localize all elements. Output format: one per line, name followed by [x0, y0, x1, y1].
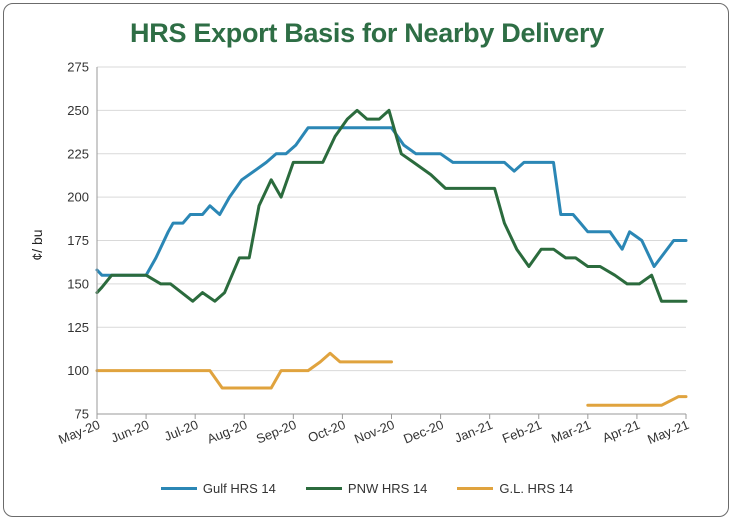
y-tick-label: 150 — [67, 276, 89, 291]
series-line-gulf — [95, 126, 688, 277]
series-lines — [95, 108, 688, 407]
x-tick-label: Sep-20 — [254, 417, 298, 447]
y-tick-label: 75 — [75, 407, 89, 422]
legend-item-gulf: Gulf HRS 14 — [160, 481, 276, 496]
legend-item-pnw: PNW HRS 14 — [305, 481, 428, 496]
legend-label-pnw: PNW HRS 14 — [347, 481, 428, 496]
y-tick-label: 275 — [67, 60, 89, 75]
x-tick-label: Jun-20 — [109, 417, 151, 446]
series-line-gl-1 — [95, 351, 393, 390]
y-tick-label: 100 — [67, 363, 89, 378]
series-line-gl-2 — [586, 395, 688, 407]
y-tick-label: 125 — [67, 320, 89, 335]
y-tick-label: 250 — [67, 103, 89, 118]
legend: Gulf HRS 14 PNW HRS 14 G.L. HRS 14 — [0, 481, 734, 496]
legend-item-gl: G.L. HRS 14 — [457, 481, 573, 496]
series-line-pnw — [95, 108, 688, 303]
x-tick-label: Nov-20 — [352, 417, 396, 447]
chart-title: HRS Export Basis for Nearby Delivery — [130, 18, 604, 48]
x-tick-label: Mar-21 — [549, 417, 593, 446]
x-tick-label: Oct-20 — [306, 417, 348, 446]
x-tick-label: May-21 — [645, 417, 691, 447]
legend-swatch-pnw — [305, 487, 342, 490]
x-tick-label: Aug-20 — [205, 417, 249, 447]
legend-label-gulf: Gulf HRS 14 — [202, 481, 276, 496]
chart-frame — [3, 3, 729, 517]
x-tick-label: Jan-21 — [452, 417, 494, 446]
y-tick-label: 225 — [67, 146, 89, 161]
y-tick-label: 200 — [67, 190, 89, 205]
legend-label-gl: G.L. HRS 14 — [499, 481, 574, 496]
gridlines — [97, 66, 686, 372]
x-tick-label: Feb-21 — [500, 417, 544, 446]
y-tick-label: 175 — [67, 233, 89, 248]
x-tick-label: Jul-20 — [162, 417, 200, 444]
legend-swatch-gl — [457, 487, 494, 490]
x-tick-label: Dec-20 — [401, 417, 445, 447]
x-tick-label: Apr-21 — [600, 417, 642, 446]
y-axis-label: ¢/ bu — [29, 229, 45, 260]
legend-swatch-gulf — [160, 487, 197, 490]
